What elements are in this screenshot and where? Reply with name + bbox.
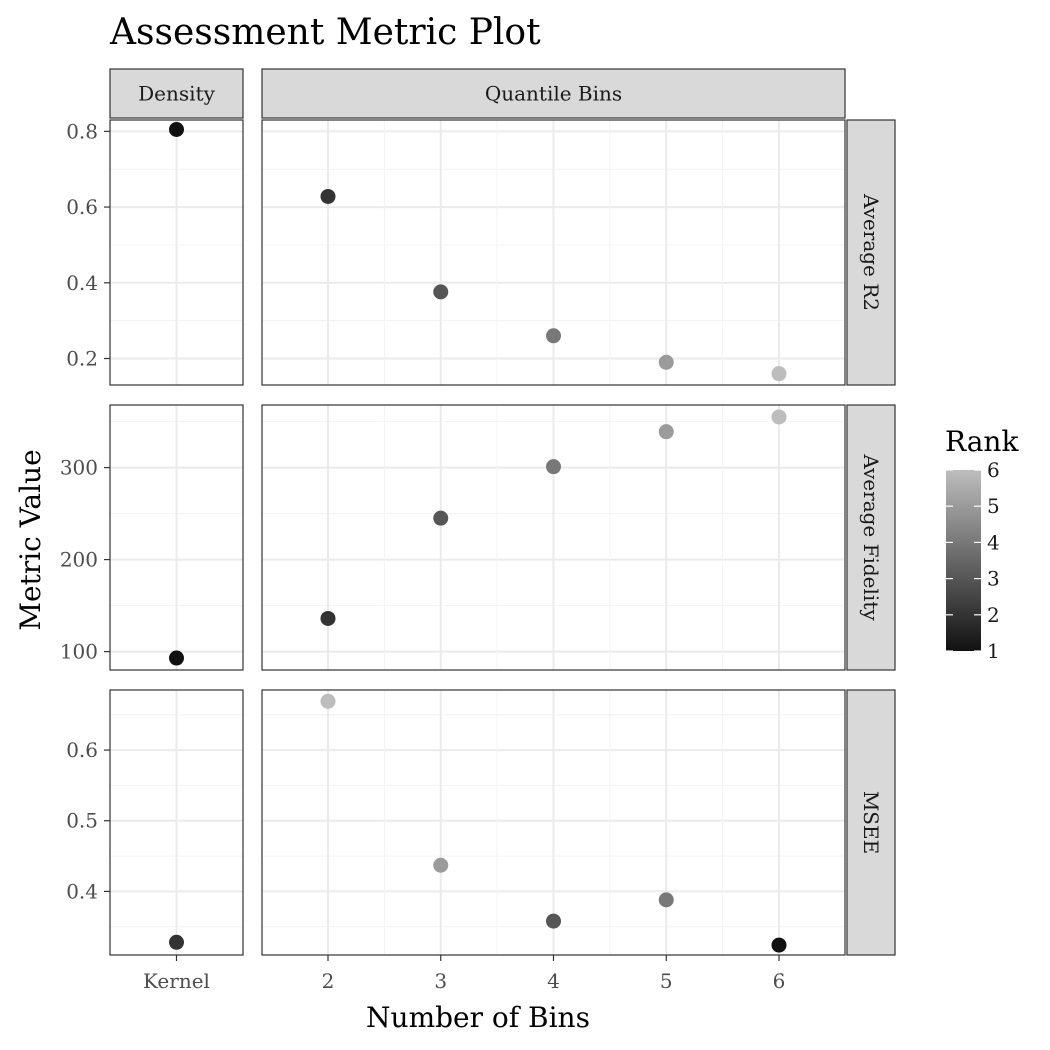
facet-panel xyxy=(109,119,244,386)
facet-row-strip-bg xyxy=(846,689,896,956)
facet-column-strip-bg xyxy=(261,68,846,119)
data-point xyxy=(320,610,336,626)
y-tick-label: 0.8 xyxy=(66,119,98,143)
x-tick-label: 2 xyxy=(322,969,335,993)
chart-title: Assessment Metric Plot xyxy=(109,12,541,53)
data-point xyxy=(169,121,184,137)
legend-tick-label: 2 xyxy=(987,603,1000,627)
y-axis-title: Metric Value xyxy=(14,449,47,630)
facet-panel xyxy=(261,119,846,386)
facet-row-strip: Average Fidelity xyxy=(846,404,896,671)
panel-border xyxy=(109,119,244,386)
data-point xyxy=(433,510,449,526)
data-point xyxy=(658,354,674,370)
legend-tick-label: 3 xyxy=(987,567,1000,591)
facet-column-label: Density xyxy=(138,82,215,106)
y-tick-label: 200 xyxy=(60,548,98,572)
legend-title: Rank xyxy=(945,425,1019,458)
x-tick-label: 6 xyxy=(773,969,786,993)
legend-colorbar xyxy=(946,470,981,651)
data-point xyxy=(433,857,449,873)
panel-border xyxy=(109,404,244,671)
facet-row-label: MSEE xyxy=(859,791,883,854)
facet-row-label: Average Fidelity xyxy=(859,453,883,621)
data-point xyxy=(320,693,336,709)
y-tick-label: 0.6 xyxy=(66,195,98,219)
facet-row-label: Average R2 xyxy=(859,193,883,311)
facet-column-strip: Density xyxy=(109,68,244,119)
facet-column-strip-bg xyxy=(109,68,244,119)
data-point xyxy=(546,459,561,475)
data-point xyxy=(658,892,674,908)
x-tick-label: 3 xyxy=(434,969,447,993)
x-tick-label: 4 xyxy=(547,969,560,993)
y-tick-label: 0.2 xyxy=(66,347,98,371)
facet-row-strip-bg xyxy=(846,404,896,671)
data-point xyxy=(546,913,561,929)
facet-panels: Density Quantile Bins 0.2 0.4 0.6 0.8 Average … xyxy=(60,68,896,993)
data-point xyxy=(320,188,336,204)
data-point xyxy=(169,934,184,950)
data-point xyxy=(546,328,561,344)
y-tick-label: 0.4 xyxy=(66,879,98,903)
facet-row-strip-bg xyxy=(846,119,896,386)
y-tick-label: 0.4 xyxy=(66,271,98,295)
legend-tick-label: 4 xyxy=(987,530,1000,554)
x-axis-title: Number of Bins xyxy=(366,1001,590,1034)
facet-column-strip: Quantile Bins xyxy=(261,68,846,119)
data-point xyxy=(771,409,787,425)
facet-panel xyxy=(261,404,846,671)
legend-tick-label: 1 xyxy=(987,639,1000,663)
y-tick-label: 100 xyxy=(60,640,98,664)
legend-tick-label: 6 xyxy=(987,458,1000,482)
data-point xyxy=(771,366,787,382)
y-tick-label: 300 xyxy=(60,456,98,480)
panel-border xyxy=(261,404,846,671)
facet-column-label: Quantile Bins xyxy=(485,82,622,106)
facet-panel xyxy=(261,689,846,956)
facet-row-strip: Average R2 xyxy=(846,119,896,386)
rank-legend: Rank 1 2 3 4 5 6 xyxy=(945,425,1019,663)
x-tick-label: 5 xyxy=(660,969,673,993)
y-tick-label: 0.5 xyxy=(66,809,98,833)
data-point xyxy=(771,937,787,953)
data-point xyxy=(658,424,674,440)
data-point xyxy=(169,650,184,666)
panel-border xyxy=(261,119,846,386)
facet-panel xyxy=(109,404,244,671)
legend-tick-label: 5 xyxy=(987,494,1000,518)
facet-panel xyxy=(109,689,244,956)
x-tick-label: Kernel xyxy=(143,969,210,993)
y-tick-label: 0.6 xyxy=(66,738,98,762)
facet-row-strip: MSEE xyxy=(846,689,896,956)
data-point xyxy=(433,284,449,300)
